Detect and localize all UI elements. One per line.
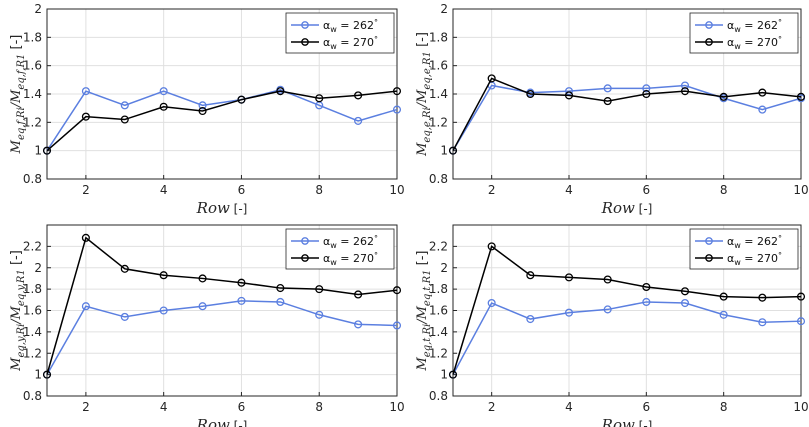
y-tick-label: 0.8	[23, 389, 42, 403]
x-tick-label: 2	[82, 183, 90, 197]
y-tick-label: 0.8	[429, 172, 448, 186]
x-tick-label: 10	[793, 183, 808, 197]
x-tick-label: 4	[565, 400, 573, 414]
y-tick-label: 1	[440, 144, 448, 158]
y-tick-label: 2	[34, 2, 42, 16]
x-axis-label: Row [-]	[196, 416, 248, 427]
x-tick-label: 2	[82, 400, 90, 414]
y-tick-label: 1	[440, 368, 448, 382]
x-tick-label: 10	[793, 400, 808, 414]
y-tick-label: 2	[440, 2, 448, 16]
y-tick-label: 0.8	[429, 389, 448, 403]
x-axis-label: Row [-]	[196, 199, 248, 217]
x-tick-label: 8	[720, 183, 728, 197]
x-tick-label: 2	[488, 400, 496, 414]
y-tick-label: 1.8	[429, 30, 448, 44]
x-tick-label: 8	[315, 183, 323, 197]
series-line-270	[453, 78, 801, 150]
y-tick-label: 0.8	[23, 172, 42, 186]
panel-2: 0.811.21.41.61.822 4 6 8 10Row [-]Meq,e,Ri/M…	[415, 2, 809, 217]
x-tick-label: 8	[720, 400, 728, 414]
y-tick-label: 1	[34, 368, 42, 382]
figure: 0.811.21.41.61.822 4 6 8 10Row [-]Meq,f,Ri/M…	[0, 0, 809, 427]
x-axis-label: Row [-]	[601, 199, 653, 217]
x-tick-label: 6	[238, 183, 246, 197]
y-tick-label: 2.2	[429, 239, 448, 253]
y-tick-label: 2	[440, 261, 448, 275]
panel-4: 0.8 1 1.2 1.4 1.6 1.8 2 2.2 2 4 6 8 10 Row [-] Meq,t,R…	[415, 225, 809, 427]
x-tick-label: 6	[643, 400, 651, 414]
y-tick-label: 2	[34, 261, 42, 275]
x-tick-label: 8	[315, 400, 323, 414]
panel-3: 0.8 1 1.2 1.4 1.6 1.8 2 2.2 2 4 6 8 10 Row [-] Meq,y,R…	[9, 225, 405, 427]
x-tick-label: 4	[565, 183, 573, 197]
x-tick-label: 4	[160, 183, 168, 197]
y-tick-label: 2.2	[23, 239, 42, 253]
y-tick-label: 1	[34, 144, 42, 158]
x-tick-label: 6	[238, 400, 246, 414]
x-tick-label: 6	[643, 183, 651, 197]
series-line-270	[47, 91, 397, 151]
x-tick-label: 2	[488, 183, 496, 197]
series-line-262	[47, 301, 397, 375]
panel-1: 0.8 1 1.2 1.4 1.6 1.8 2 2 4 6 8 10 Row [-] Meq,f,Ri/M…	[9, 2, 405, 217]
y-tick-label: 1.8	[23, 30, 42, 44]
x-tick-label: 10	[389, 400, 404, 414]
x-tick-label: 10	[389, 183, 404, 197]
x-axis-label: Row [-]	[601, 416, 653, 427]
series-line-262	[453, 86, 801, 151]
x-tick-label: 4	[160, 400, 168, 414]
series-line-262	[453, 302, 801, 375]
series-line-262	[47, 90, 397, 151]
